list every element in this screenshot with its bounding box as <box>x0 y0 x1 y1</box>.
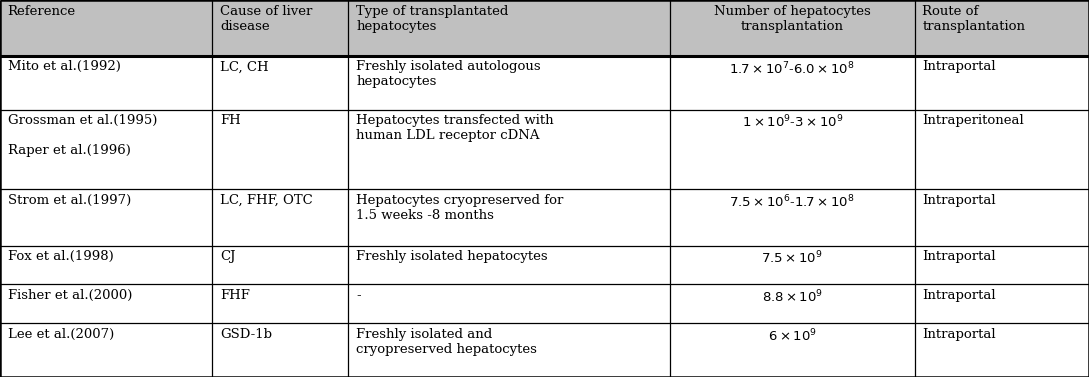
Text: Type of transplantated
hepatocytes: Type of transplantated hepatocytes <box>356 5 509 32</box>
Text: Intraportal: Intraportal <box>922 328 996 341</box>
Text: Reference: Reference <box>8 5 76 17</box>
Text: Intraperitoneal: Intraperitoneal <box>922 114 1024 127</box>
Text: $7.5\times10^6$-$1.7\times10^8$: $7.5\times10^6$-$1.7\times10^8$ <box>730 194 855 211</box>
Text: CJ: CJ <box>220 250 235 263</box>
Text: FH: FH <box>220 114 241 127</box>
Text: $8.8\times10^9$: $8.8\times10^9$ <box>761 289 823 305</box>
Text: Hepatocytes transfected with
human LDL receptor cDNA: Hepatocytes transfected with human LDL r… <box>356 114 553 142</box>
Text: -: - <box>356 289 360 302</box>
Text: FHF: FHF <box>220 289 249 302</box>
Text: $1.7\times10^7$-$6.0\times10^8$: $1.7\times10^7$-$6.0\times10^8$ <box>730 60 855 77</box>
Text: LC, CH: LC, CH <box>220 60 269 73</box>
Text: Lee et al.(2007): Lee et al.(2007) <box>8 328 114 341</box>
Text: Freshly isolated autologous
hepatocytes: Freshly isolated autologous hepatocytes <box>356 60 541 88</box>
Text: Route of
transplantation: Route of transplantation <box>922 5 1026 32</box>
Text: GSD-1b: GSD-1b <box>220 328 272 341</box>
Text: $6\times10^9$: $6\times10^9$ <box>768 328 817 344</box>
Text: Number of hepatocytes
transplantation: Number of hepatocytes transplantation <box>714 5 870 32</box>
Text: LC, FHF, OTC: LC, FHF, OTC <box>220 194 313 207</box>
Text: Strom et al.(1997): Strom et al.(1997) <box>8 194 131 207</box>
Text: Fisher et al.(2000): Fisher et al.(2000) <box>8 289 132 302</box>
Text: Cause of liver
disease: Cause of liver disease <box>220 5 313 32</box>
Text: Freshly isolated hepatocytes: Freshly isolated hepatocytes <box>356 250 548 263</box>
Text: Intraportal: Intraportal <box>922 194 996 207</box>
Text: Intraportal: Intraportal <box>922 289 996 302</box>
Text: Grossman et al.(1995)

Raper et al.(1996): Grossman et al.(1995) Raper et al.(1996) <box>8 114 157 157</box>
Text: $7.5\times10^9$: $7.5\times10^9$ <box>761 250 823 267</box>
Text: Fox et al.(1998): Fox et al.(1998) <box>8 250 113 263</box>
Text: Freshly isolated and
cryopreserved hepatocytes: Freshly isolated and cryopreserved hepat… <box>356 328 537 356</box>
Text: Intraportal: Intraportal <box>922 250 996 263</box>
Text: Intraportal: Intraportal <box>922 60 996 73</box>
Bar <box>0 0 1089 56</box>
Text: Mito et al.(1992): Mito et al.(1992) <box>8 60 121 73</box>
Text: $1\times10^9$-$3\times10^9$: $1\times10^9$-$3\times10^9$ <box>742 114 843 131</box>
Text: Hepatocytes cryopreserved for
1.5 weeks -8 months: Hepatocytes cryopreserved for 1.5 weeks … <box>356 194 563 222</box>
